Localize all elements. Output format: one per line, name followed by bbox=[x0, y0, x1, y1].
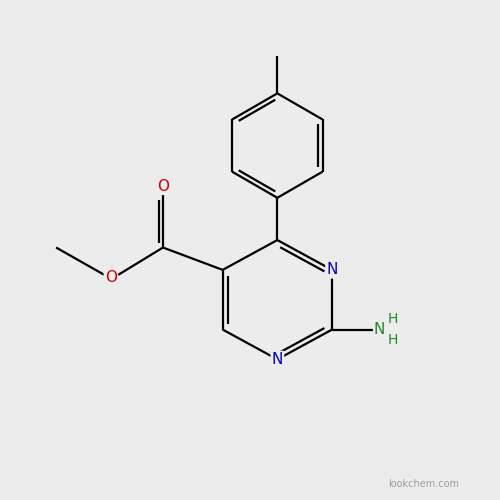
Text: H: H bbox=[388, 334, 398, 347]
Text: N: N bbox=[326, 262, 338, 278]
Text: lookchem.com: lookchem.com bbox=[388, 478, 460, 488]
Text: O: O bbox=[105, 270, 117, 285]
Text: N: N bbox=[272, 352, 283, 367]
Text: N: N bbox=[374, 322, 385, 337]
Text: H: H bbox=[388, 312, 398, 326]
Text: O: O bbox=[157, 179, 169, 194]
